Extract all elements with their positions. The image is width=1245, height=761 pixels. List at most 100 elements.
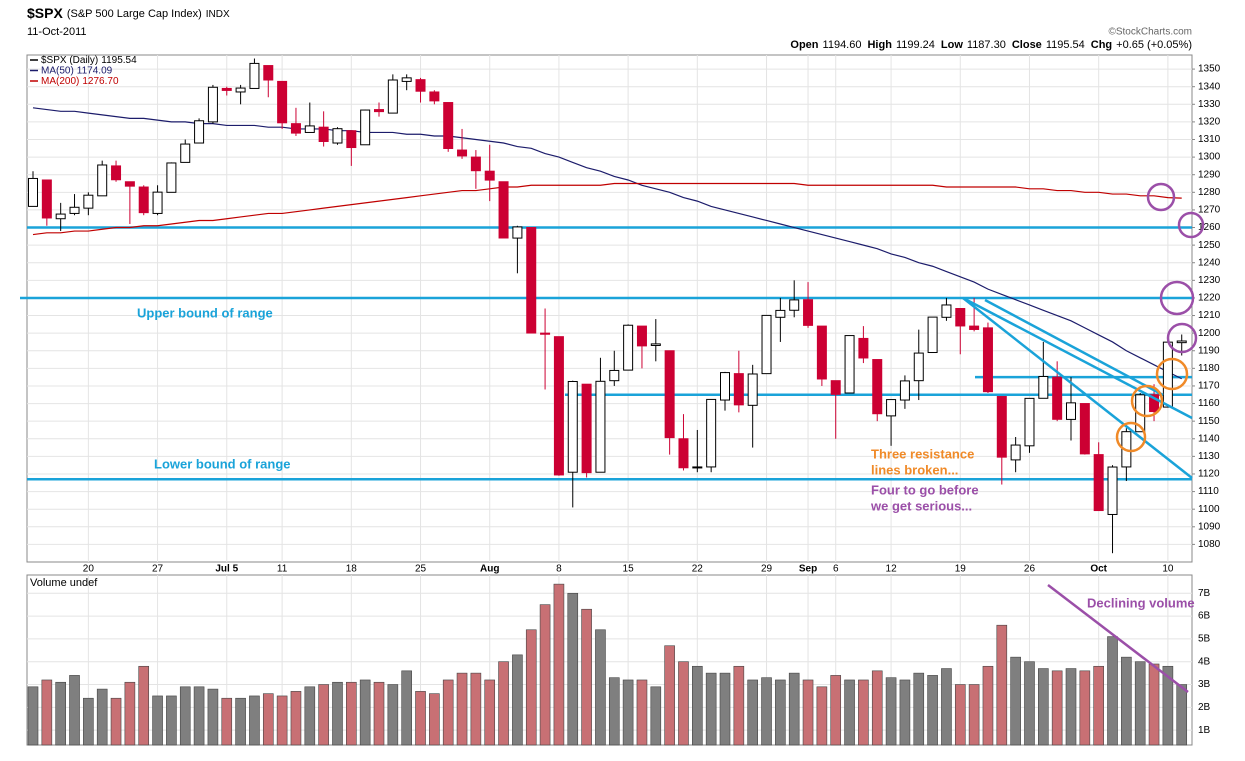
volume-bar <box>525 629 537 746</box>
y-tick-label: 1100 <box>1198 504 1220 515</box>
y-tick-label: 1080 <box>1198 539 1221 550</box>
candle-body <box>803 299 814 326</box>
candle-body <box>927 316 938 354</box>
candle-body <box>678 438 689 469</box>
candle-body <box>1162 341 1173 408</box>
y-tick-label: 1130 <box>1198 451 1220 462</box>
volume-bar <box>885 677 897 746</box>
y-tick-label: 1220 <box>1198 293 1221 304</box>
candle-body <box>1149 394 1160 413</box>
volume-bar <box>858 679 869 746</box>
y-tick-label: 1350 <box>1198 64 1221 75</box>
volume-bar <box>608 677 620 746</box>
highlight-circle <box>1155 357 1189 391</box>
candle-body <box>83 194 94 209</box>
volume-bar <box>539 604 551 746</box>
candle-body <box>124 181 135 187</box>
legend-value: 1195.54 <box>101 55 137 66</box>
y-tick-label: 1330 <box>1198 99 1221 110</box>
y-tick-label: 1090 <box>1198 521 1221 532</box>
volume-bar <box>622 679 634 746</box>
volume-bar <box>1038 668 1049 746</box>
candle-body <box>387 79 398 114</box>
candle-body <box>1052 376 1063 420</box>
candle-body <box>180 143 191 163</box>
candle-body <box>720 372 730 401</box>
annotation: Declining volume <box>1087 595 1195 610</box>
candle-body <box>1107 466 1118 515</box>
volume-bar <box>968 684 980 746</box>
candle-body <box>457 149 468 157</box>
y-tick-label: 1280 <box>1198 187 1221 198</box>
candle-body <box>235 87 246 93</box>
volume-bar <box>359 679 371 746</box>
y-tick-label: 1300 <box>1198 152 1221 163</box>
candle-body <box>1093 454 1104 512</box>
volume-bar <box>816 686 828 746</box>
volume-bar <box>41 679 53 746</box>
volume-bar <box>387 684 399 746</box>
candle-body <box>540 332 551 335</box>
volume-bar <box>871 670 883 746</box>
y-tick-label: 1310 <box>1198 134 1221 145</box>
volume-bar <box>595 629 606 746</box>
legend-entry: $SPX (Daily) 1195.54 <box>41 55 137 66</box>
volume-bar <box>83 697 94 746</box>
volume-bar <box>553 583 565 746</box>
candle-body <box>152 191 163 214</box>
legend-name: MA(50) <box>41 65 74 76</box>
candle-body <box>332 128 343 144</box>
candle-body <box>41 179 52 219</box>
candle-body <box>138 186 149 214</box>
legend-name: $SPX (Daily) <box>41 55 98 66</box>
volume-bar <box>484 679 496 746</box>
volume-bar <box>249 695 260 746</box>
volume-bar <box>304 686 316 746</box>
candle-body <box>595 380 606 473</box>
quote-value: 1195.54 <box>1046 39 1085 51</box>
candle-body <box>360 109 371 146</box>
trendline <box>984 298 1164 397</box>
volume-bar <box>1051 670 1063 746</box>
y-tick-label: 1210 <box>1198 310 1221 321</box>
overlay <box>962 182 1205 693</box>
candle-body <box>623 324 634 371</box>
volume-bar <box>96 688 108 746</box>
quote-label: High <box>867 39 892 51</box>
volume-bar <box>276 695 288 746</box>
candle-body <box>664 350 675 439</box>
candle-body <box>207 86 218 123</box>
y-tick-label: 1250 <box>1198 240 1221 251</box>
volume-bar <box>262 693 274 746</box>
quote-value: 1199.24 <box>896 39 935 51</box>
candle-body <box>636 325 647 347</box>
candle-body <box>650 343 661 346</box>
volume-bar <box>927 675 938 746</box>
volume-bar <box>1107 636 1118 746</box>
candle-body <box>982 327 993 393</box>
x-tick-label: 19 <box>955 564 967 575</box>
volume-bar <box>733 665 745 746</box>
highlight-circle <box>1146 182 1176 212</box>
candle-body <box>733 373 744 406</box>
volume-bar <box>235 697 246 746</box>
candle-body <box>111 165 122 181</box>
candle-body <box>609 369 620 382</box>
candle-body <box>374 109 384 113</box>
y2-tick-label: 1B <box>1198 725 1211 736</box>
candle-body <box>886 399 897 417</box>
candle-body <box>1024 397 1035 447</box>
legend-entry: MA(50) 1174.09 <box>41 65 113 76</box>
volume-bar <box>678 661 689 746</box>
candle-body <box>55 213 66 220</box>
volume-bar <box>913 672 925 746</box>
volume-bar <box>1093 665 1104 746</box>
x-tick-label: 8 <box>556 564 562 575</box>
chart-title: $SPX (S&P 500 Large Cap Index) INDX <box>27 5 230 21</box>
x-tick-label: 27 <box>152 564 164 575</box>
volume-bar <box>636 679 648 746</box>
candle-body <box>484 170 495 181</box>
x-tick-label: 26 <box>1024 564 1036 575</box>
x-tick-label: Jul 5 <box>215 564 238 575</box>
